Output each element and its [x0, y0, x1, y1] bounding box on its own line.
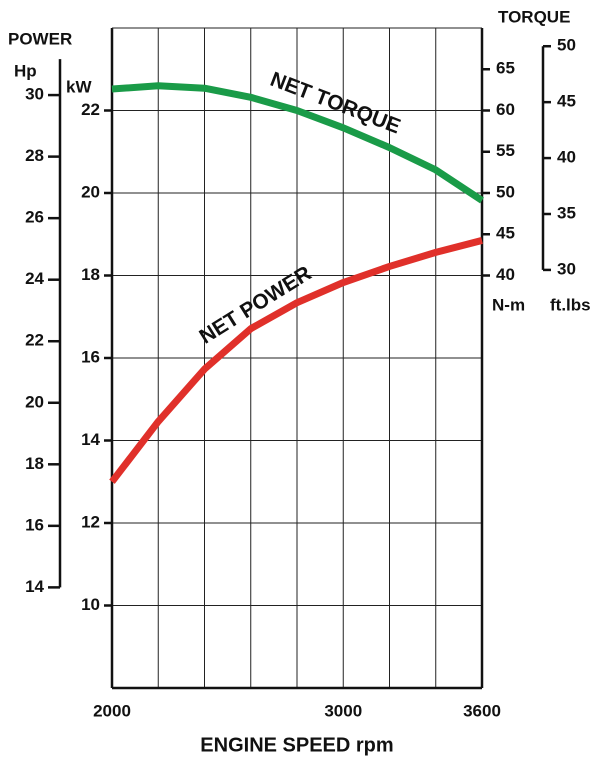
x-axis-label: ENGINE SPEED rpm	[200, 734, 393, 756]
ftlb-tick-label: 40	[557, 148, 576, 167]
nm-tick-label: 60	[496, 100, 515, 119]
ftlb-tick-label: 45	[557, 92, 576, 111]
nm-tick-label: 65	[496, 59, 515, 78]
hp-tick-label: 30	[25, 85, 44, 104]
ftlb-tick-label: 50	[557, 36, 576, 55]
nm-tick-label: 55	[496, 141, 515, 160]
y-tick-label: 18	[81, 265, 100, 284]
series-line	[109, 237, 483, 484]
y-tick-label: 10	[81, 595, 100, 614]
nm-tick-label: 45	[496, 224, 515, 243]
ftlb-axis-label: ft.lbs	[550, 295, 591, 314]
y-tick-label: 22	[81, 100, 100, 119]
y-tick-label: 16	[81, 347, 100, 366]
series-line	[111, 82, 484, 204]
y-tick-label: 20	[81, 182, 100, 201]
nm-tick-label: 50	[496, 182, 515, 201]
x-tick-label: 2000	[93, 701, 131, 720]
x-tick-label: 3600	[463, 701, 501, 720]
power-title: POWER	[8, 29, 72, 48]
hp-tick-label: 18	[25, 454, 44, 473]
nm-axis-label: N-m	[492, 295, 525, 314]
hp-tick-label: 14	[25, 577, 44, 596]
y-tick-label: 14	[81, 430, 100, 449]
hp-tick-label: 24	[25, 269, 44, 288]
x-tick-label: 3000	[324, 701, 362, 720]
hp-tick-label: 26	[25, 208, 44, 227]
ftlb-tick-label: 30	[557, 259, 576, 278]
y-tick-label: 12	[81, 512, 100, 531]
hp-axis-label: Hp	[14, 61, 37, 80]
torque-title: TORQUE	[498, 7, 570, 26]
hp-tick-label: 28	[25, 146, 44, 165]
ftlb-tick-label: 35	[557, 203, 576, 222]
kw-axis-label: kW	[66, 77, 92, 96]
nm-tick-label: 40	[496, 265, 515, 284]
hp-tick-label: 20	[25, 392, 44, 411]
hp-tick-label: 16	[25, 515, 44, 534]
hp-tick-label: 22	[25, 331, 44, 350]
